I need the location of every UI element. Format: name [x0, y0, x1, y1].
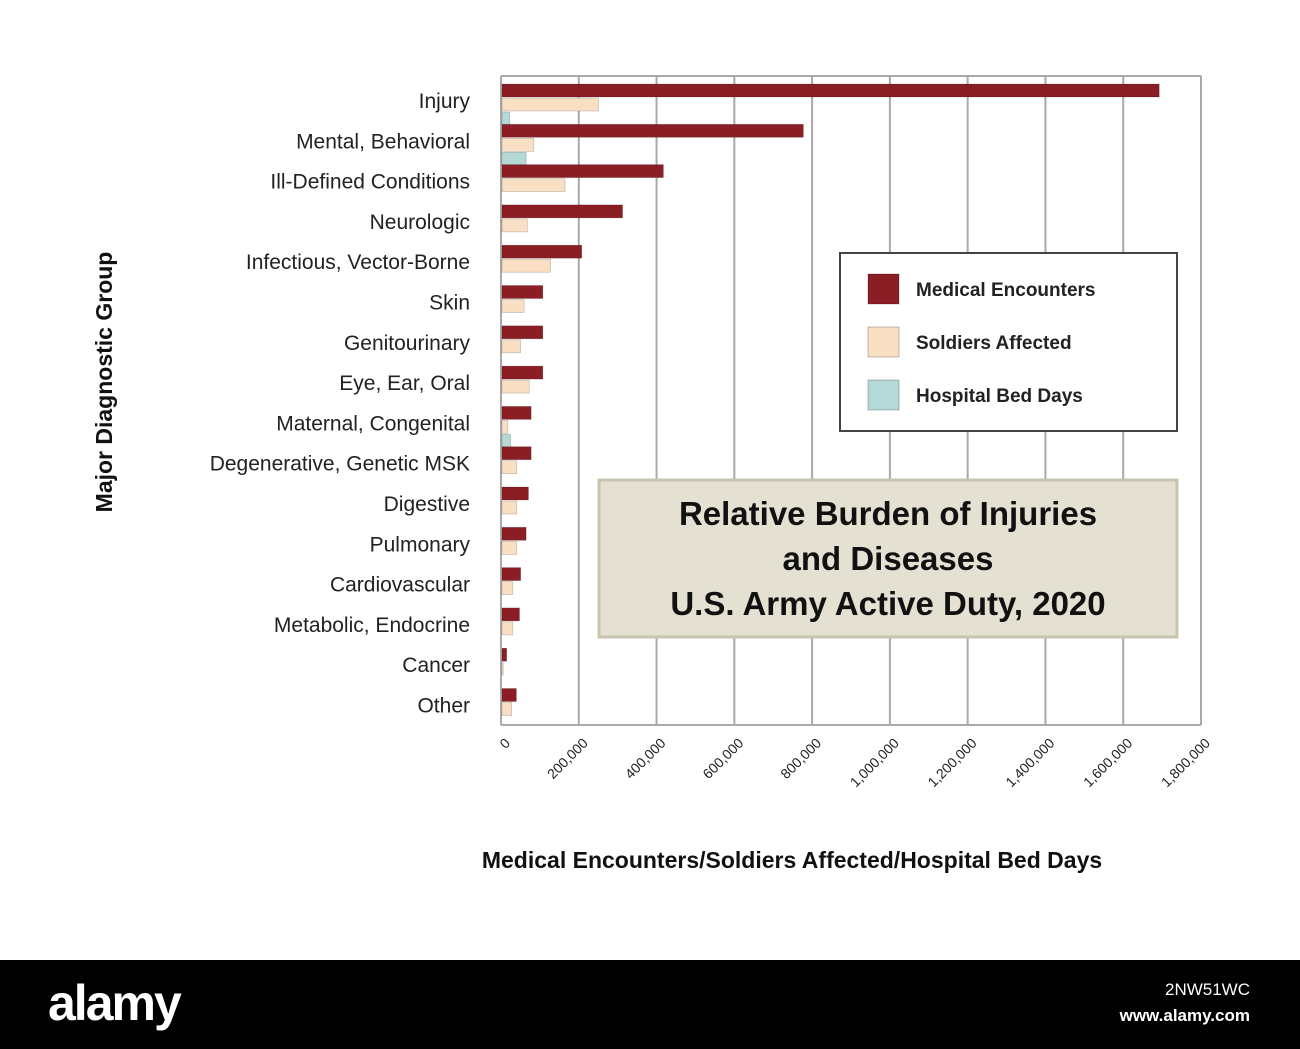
category-label: Ill-Defined Conditions: [270, 171, 470, 194]
x-tick-label: 600,000: [699, 735, 746, 782]
bar-soldiers-affected-7: [501, 379, 530, 394]
x-tick-label: 1,800,000: [1158, 735, 1214, 791]
legend-label: Soldiers Affected: [916, 333, 1072, 354]
bar-medical-encounters-6: [501, 325, 544, 340]
x-tick-label: 200,000: [544, 735, 591, 782]
site-url: www.alamy.com: [1119, 1006, 1250, 1025]
bar-medical-encounters-4: [501, 244, 583, 259]
bar-medical-encounters-5: [501, 285, 544, 299]
bar-medical-encounters-14: [501, 647, 507, 662]
alamy-logo: alamy: [48, 975, 182, 1031]
legend-swatch: [867, 379, 900, 411]
x-tick-label: 400,000: [622, 735, 669, 782]
bar-soldiers-affected-5: [501, 299, 525, 313]
bar-medical-encounters-12: [501, 567, 521, 581]
category-label: Pulmonary: [370, 533, 471, 556]
bar-medical-encounters-7: [501, 365, 544, 380]
bar-soldiers-affected-3: [501, 218, 528, 233]
category-label: Maternal, Congenital: [276, 412, 470, 435]
bar-soldiers-affected-11: [501, 540, 518, 555]
category-label: Degenerative, Genetic MSK: [210, 453, 470, 476]
bar-soldiers-affected-0: [501, 97, 599, 112]
x-tick-label: 0: [496, 735, 513, 752]
x-axis-title: Medical Encounters/Soldiers Affected/Hos…: [482, 847, 1102, 873]
bar-soldiers-affected-12: [501, 581, 514, 595]
watermark-footer: alamy 2NW51WC www.alamy.com: [0, 960, 1300, 1049]
legend-label: Medical Encounters: [916, 280, 1096, 301]
category-label: Infectious, Vector-Borne: [246, 251, 470, 274]
bar-medical-encounters-8: [501, 406, 532, 420]
category-label: Genitourinary: [344, 332, 471, 355]
category-label: Metabolic, Endocrine: [274, 614, 470, 637]
bar-medical-encounters-9: [501, 446, 532, 461]
bar-soldiers-affected-10: [501, 500, 518, 515]
bar-medical-encounters-3: [501, 204, 623, 219]
bar-soldiers-affected-8: [501, 420, 509, 434]
x-tick-label: 1,400,000: [1002, 735, 1058, 791]
bar-medical-encounters-13: [501, 607, 520, 622]
chart-title-line: U.S. Army Active Duty, 2020: [670, 585, 1105, 622]
bar-hospital-bed-days-0: [501, 111, 511, 126]
bar-soldiers-affected-6: [501, 339, 521, 354]
bar-medical-encounters-2: [501, 164, 664, 178]
category-label: Injury: [419, 90, 471, 113]
bar-hospital-bed-days-1: [501, 152, 527, 166]
bar-medical-encounters-15: [501, 688, 517, 702]
bar-chart: Injury Mental, Behavioral Ill-Defined Cond…: [91, 75, 1214, 873]
bar-hospital-bed-days-8: [501, 434, 511, 448]
category-label: Cardiovascular: [330, 574, 470, 597]
y-axis-title: Major Diagnostic Group: [91, 252, 117, 513]
bar-soldiers-affected-2: [501, 178, 566, 192]
bar-soldiers-affected-13: [501, 621, 514, 636]
category-label: Mental, Behavioral: [296, 130, 470, 153]
title-box: [597, 478, 1179, 639]
category-label: Neurologic: [370, 211, 470, 234]
legend-label: Hospital Bed Days: [916, 386, 1083, 407]
category-label: Skin: [429, 292, 470, 315]
bar-soldiers-affected-4: [501, 258, 551, 273]
bar-soldiers-affected-15: [501, 702, 513, 716]
x-tick-label: 1,600,000: [1080, 735, 1136, 791]
chart-title-line: Relative Burden of Injuries: [679, 495, 1097, 532]
category-label: Digestive: [384, 493, 470, 516]
bar-soldiers-affected-14: [501, 661, 504, 676]
x-tick-label: 1,200,000: [924, 735, 980, 791]
legend-swatch: [867, 326, 900, 358]
legend-swatch: [867, 273, 900, 305]
bar-soldiers-affected-1: [501, 138, 535, 152]
category-label: Other: [417, 695, 470, 718]
bar-soldiers-affected-9: [501, 460, 518, 475]
x-tick-label: 1,000,000: [847, 735, 903, 791]
category-label: Eye, Ear, Oral: [339, 372, 470, 395]
bar-medical-encounters-11: [501, 526, 527, 541]
chart-title-line: and Diseases: [783, 540, 994, 577]
category-label: Cancer: [402, 654, 470, 677]
bar-medical-encounters-0: [501, 83, 1160, 98]
bar-medical-encounters-1: [501, 124, 804, 138]
image-id: 2NW51WC: [1164, 980, 1250, 999]
bar-medical-encounters-10: [501, 486, 529, 501]
x-tick-label: 800,000: [777, 735, 824, 782]
